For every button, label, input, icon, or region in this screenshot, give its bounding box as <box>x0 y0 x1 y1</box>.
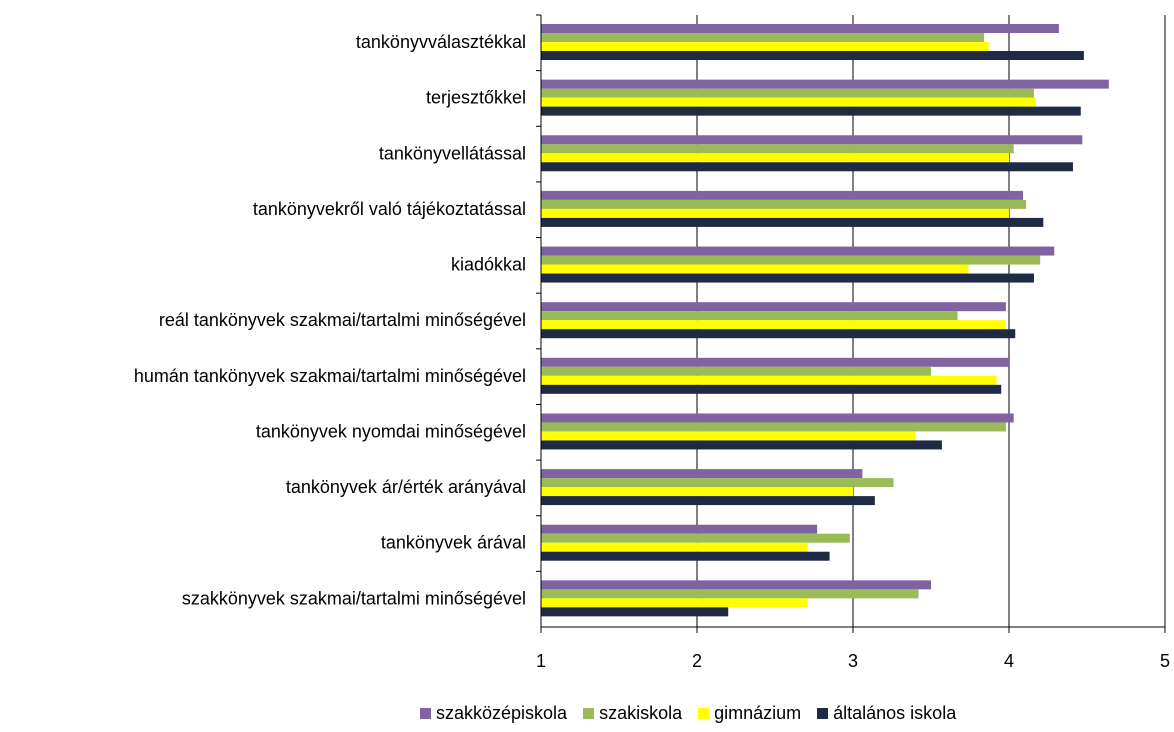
legend-label: szakközépiskola <box>436 703 568 723</box>
bar-szakiskola <box>541 589 919 599</box>
x-tick-label: 1 <box>536 651 546 671</box>
category-label: tankönyvekről való tájékoztatással <box>253 199 526 219</box>
legend-item-szakiskola: szakiskola <box>583 703 682 724</box>
axes <box>536 14 1166 633</box>
bar-általános-iskola <box>541 329 1016 339</box>
bar-általános-iskola <box>541 162 1073 172</box>
bars <box>541 24 1109 617</box>
bar-szakközépiskola <box>541 357 1009 367</box>
category-labels: tankönyvválasztékkal terjesztőkkel tanköny… <box>134 32 526 608</box>
legend-label: gimnázium <box>714 703 802 723</box>
bar-szakközépiskola <box>541 580 931 590</box>
category-label: reál tankönyvek szakmai/tartalmi minőség… <box>159 310 526 330</box>
bar-szakiskola <box>541 366 931 376</box>
bar-szakközépiskola <box>541 79 1109 89</box>
bar-általános-iskola <box>541 273 1034 283</box>
bar-szakiskola <box>541 422 1006 432</box>
bar-gimnázium <box>541 487 853 497</box>
legend-label: általános iskola <box>833 703 957 723</box>
bar-szakközépiskola <box>541 24 1059 33</box>
bar-általános-iskola <box>541 106 1081 116</box>
bar-gimnázium <box>541 320 1006 330</box>
x-tick-label: 2 <box>692 651 702 671</box>
bar-gimnázium <box>541 264 969 274</box>
legend-swatch <box>817 708 829 719</box>
bar-szakiskola <box>541 311 958 321</box>
bar-általános-iskola <box>541 217 1044 227</box>
x-tick-label: 4 <box>1004 651 1014 671</box>
legend-swatch <box>420 708 431 719</box>
legend-item-altalanos-iskola: általános iskola <box>817 703 956 724</box>
bar-gimnázium <box>541 598 808 608</box>
legend-item-szakkozepiskola: szakközépiskola <box>420 703 567 724</box>
bar-gimnázium <box>541 208 1009 218</box>
category-label: kiadókkal <box>451 255 526 275</box>
category-label: tankönyvek ár/érték arányával <box>286 477 526 497</box>
x-tick-labels: 1 2 3 4 5 <box>536 651 1170 671</box>
legend-swatch <box>583 708 595 719</box>
category-label: tankönyvválasztékkal <box>356 32 526 52</box>
bar-gimnázium <box>541 153 1009 163</box>
category-label: tankönyvellátással <box>379 143 526 163</box>
category-label: terjesztőkkel <box>426 88 526 108</box>
x-tick-label: 3 <box>848 651 858 671</box>
bar-szakiskola <box>541 533 850 543</box>
bar-általános-iskola <box>541 384 1002 394</box>
legend-item-gimnazium: gimnázium <box>698 703 801 724</box>
legend: szakközépiskola szakiskola gimnázium ált… <box>420 703 956 724</box>
bar-gimnázium <box>541 375 997 385</box>
x-tick-label: 5 <box>1160 651 1170 671</box>
category-label: humán tankönyvek szakmai/tartalmi minősé… <box>134 366 526 386</box>
bar-szakiskola <box>541 33 985 42</box>
bar-szakközépiskola <box>541 302 1006 312</box>
bar-szakközépiskola <box>541 524 818 534</box>
bar-gimnázium <box>541 42 989 51</box>
bar-szakközépiskola <box>541 246 1055 256</box>
legend-swatch <box>698 708 710 719</box>
legend-label: szakiskola <box>599 703 683 723</box>
bar-általános-iskola <box>541 551 830 561</box>
bar-általános-iskola <box>541 440 942 450</box>
bar-szakiskola <box>541 199 1027 209</box>
bar-szakiskola <box>541 88 1034 98</box>
bar-szakközépiskola <box>541 135 1083 145</box>
bar-általános-iskola <box>541 607 729 617</box>
bar-szakközépiskola <box>541 413 1014 423</box>
bar-szakiskola <box>541 478 894 488</box>
category-label: tankönyvek árával <box>381 533 526 553</box>
category-label: szakkönyvek szakmai/tartalmi minőségével <box>182 588 526 608</box>
bar-szakközépiskola <box>541 190 1024 200</box>
bar-általános-iskola <box>541 51 1084 60</box>
bar-gimnázium <box>541 97 1036 107</box>
bar-gimnázium <box>541 542 808 552</box>
category-label: tankönyvek nyomdai minőségével <box>256 421 526 441</box>
bar-szakiskola <box>541 255 1041 265</box>
bar-gimnázium <box>541 431 916 441</box>
bar-általános-iskola <box>541 496 875 506</box>
bar-szakiskola <box>541 144 1014 154</box>
bar-szakközépiskola <box>541 469 863 479</box>
